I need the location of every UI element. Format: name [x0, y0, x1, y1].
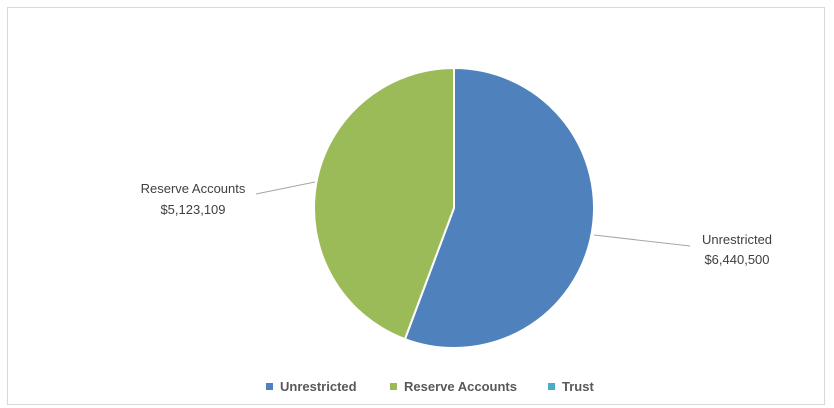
legend-label-trust: Trust — [562, 379, 594, 394]
legend-swatch-reserve-accounts — [390, 383, 397, 390]
pie-slice-reserve-accounts — [313, 66, 455, 341]
pie-slices — [313, 66, 595, 349]
data-label-name-reserve-accounts: Reserve Accounts — [141, 181, 246, 196]
legend: Unrestricted Reserve Accounts Trust — [266, 379, 594, 394]
data-label-value-reserve-accounts: $5,123,109 — [160, 202, 225, 217]
legend-swatch-trust — [548, 383, 555, 390]
data-label-name-unrestricted: Unrestricted — [702, 232, 772, 247]
legend-swatch-unrestricted — [266, 383, 273, 390]
data-label-value-unrestricted: $6,440,500 — [704, 252, 769, 267]
pie-slice-unrestricted — [403, 66, 595, 349]
legend-label-unrestricted: Unrestricted — [280, 379, 357, 394]
legend-label-reserve-accounts: Reserve Accounts — [404, 379, 517, 394]
leader-line-unrestricted — [593, 234, 691, 247]
leader-line-reserve-accounts — [255, 181, 316, 195]
